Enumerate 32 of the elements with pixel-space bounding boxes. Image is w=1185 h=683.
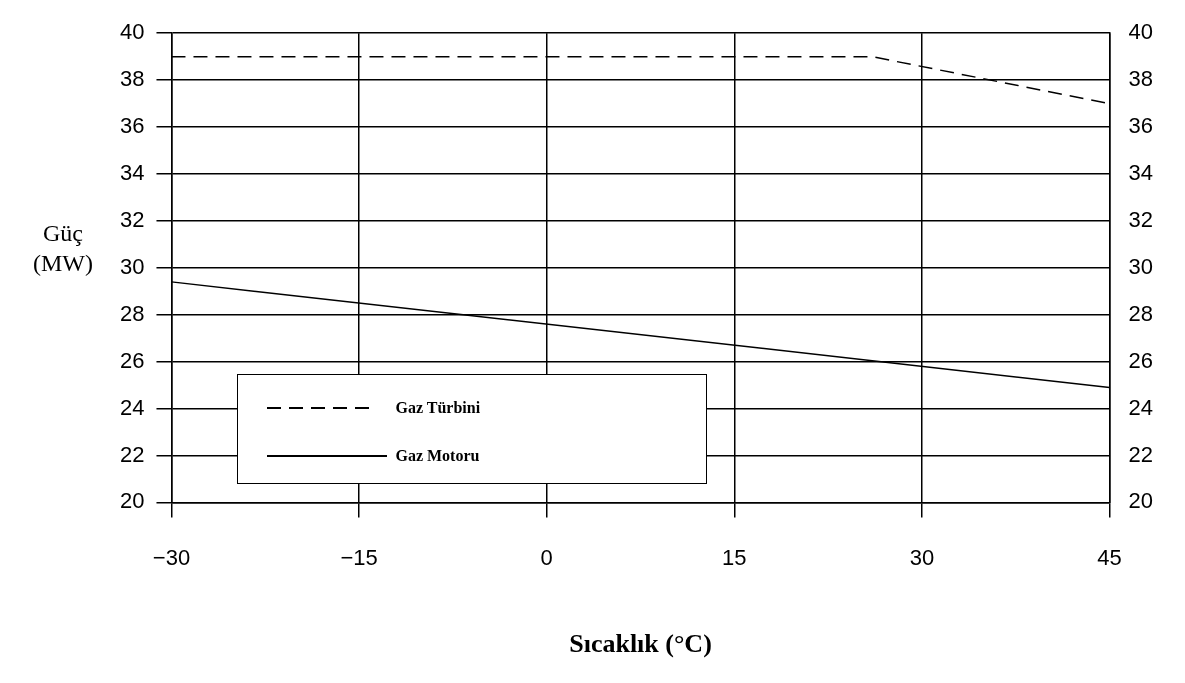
x-tick-label: 15 [722,544,747,570]
y-tick-label: 40 [119,19,145,45]
x-tick-label: 30 [909,544,935,570]
y2-tick-label: 22 [1128,441,1154,467]
y-tick-label: 30 [119,253,145,279]
y-tick-label: 22 [119,441,145,467]
x-tick-label: −15 [340,544,378,570]
y2-tick-label: 38 [1128,66,1154,92]
x-tick-label: 0 [540,544,553,570]
y2-tick-label: 20 [1128,488,1154,514]
y-tick-label: 36 [119,113,145,139]
y-tick-label: 32 [119,206,145,232]
x-tick-label: −30 [152,544,191,570]
y2-tick-label: 30 [1128,253,1154,279]
legend-label: Gaz Motoru [395,447,480,466]
x-tick-label: 45 [1097,544,1122,570]
y-tick-label: 34 [119,160,145,186]
y-tick-label: 24 [119,394,145,420]
y2-tick-label: 36 [1128,113,1154,139]
x-axis-title: Sıcaklık (°C) [569,629,712,659]
y2-tick-label: 32 [1128,206,1154,232]
y-tick-label: 38 [119,66,145,92]
y2-tick-label: 40 [1128,19,1154,45]
y2-tick-label: 28 [1128,300,1154,326]
legend-label: Gaz Türbini [395,399,481,418]
y2-tick-label: 34 [1128,160,1154,186]
y2-tick-label: 26 [1128,347,1154,373]
y-tick-label: 28 [119,300,145,326]
y2-tick-label: 24 [1128,394,1154,420]
y-tick-label: 20 [119,488,145,514]
y-tick-label: 26 [119,347,145,373]
y-axis-title: Güç (MW) [33,220,93,277]
